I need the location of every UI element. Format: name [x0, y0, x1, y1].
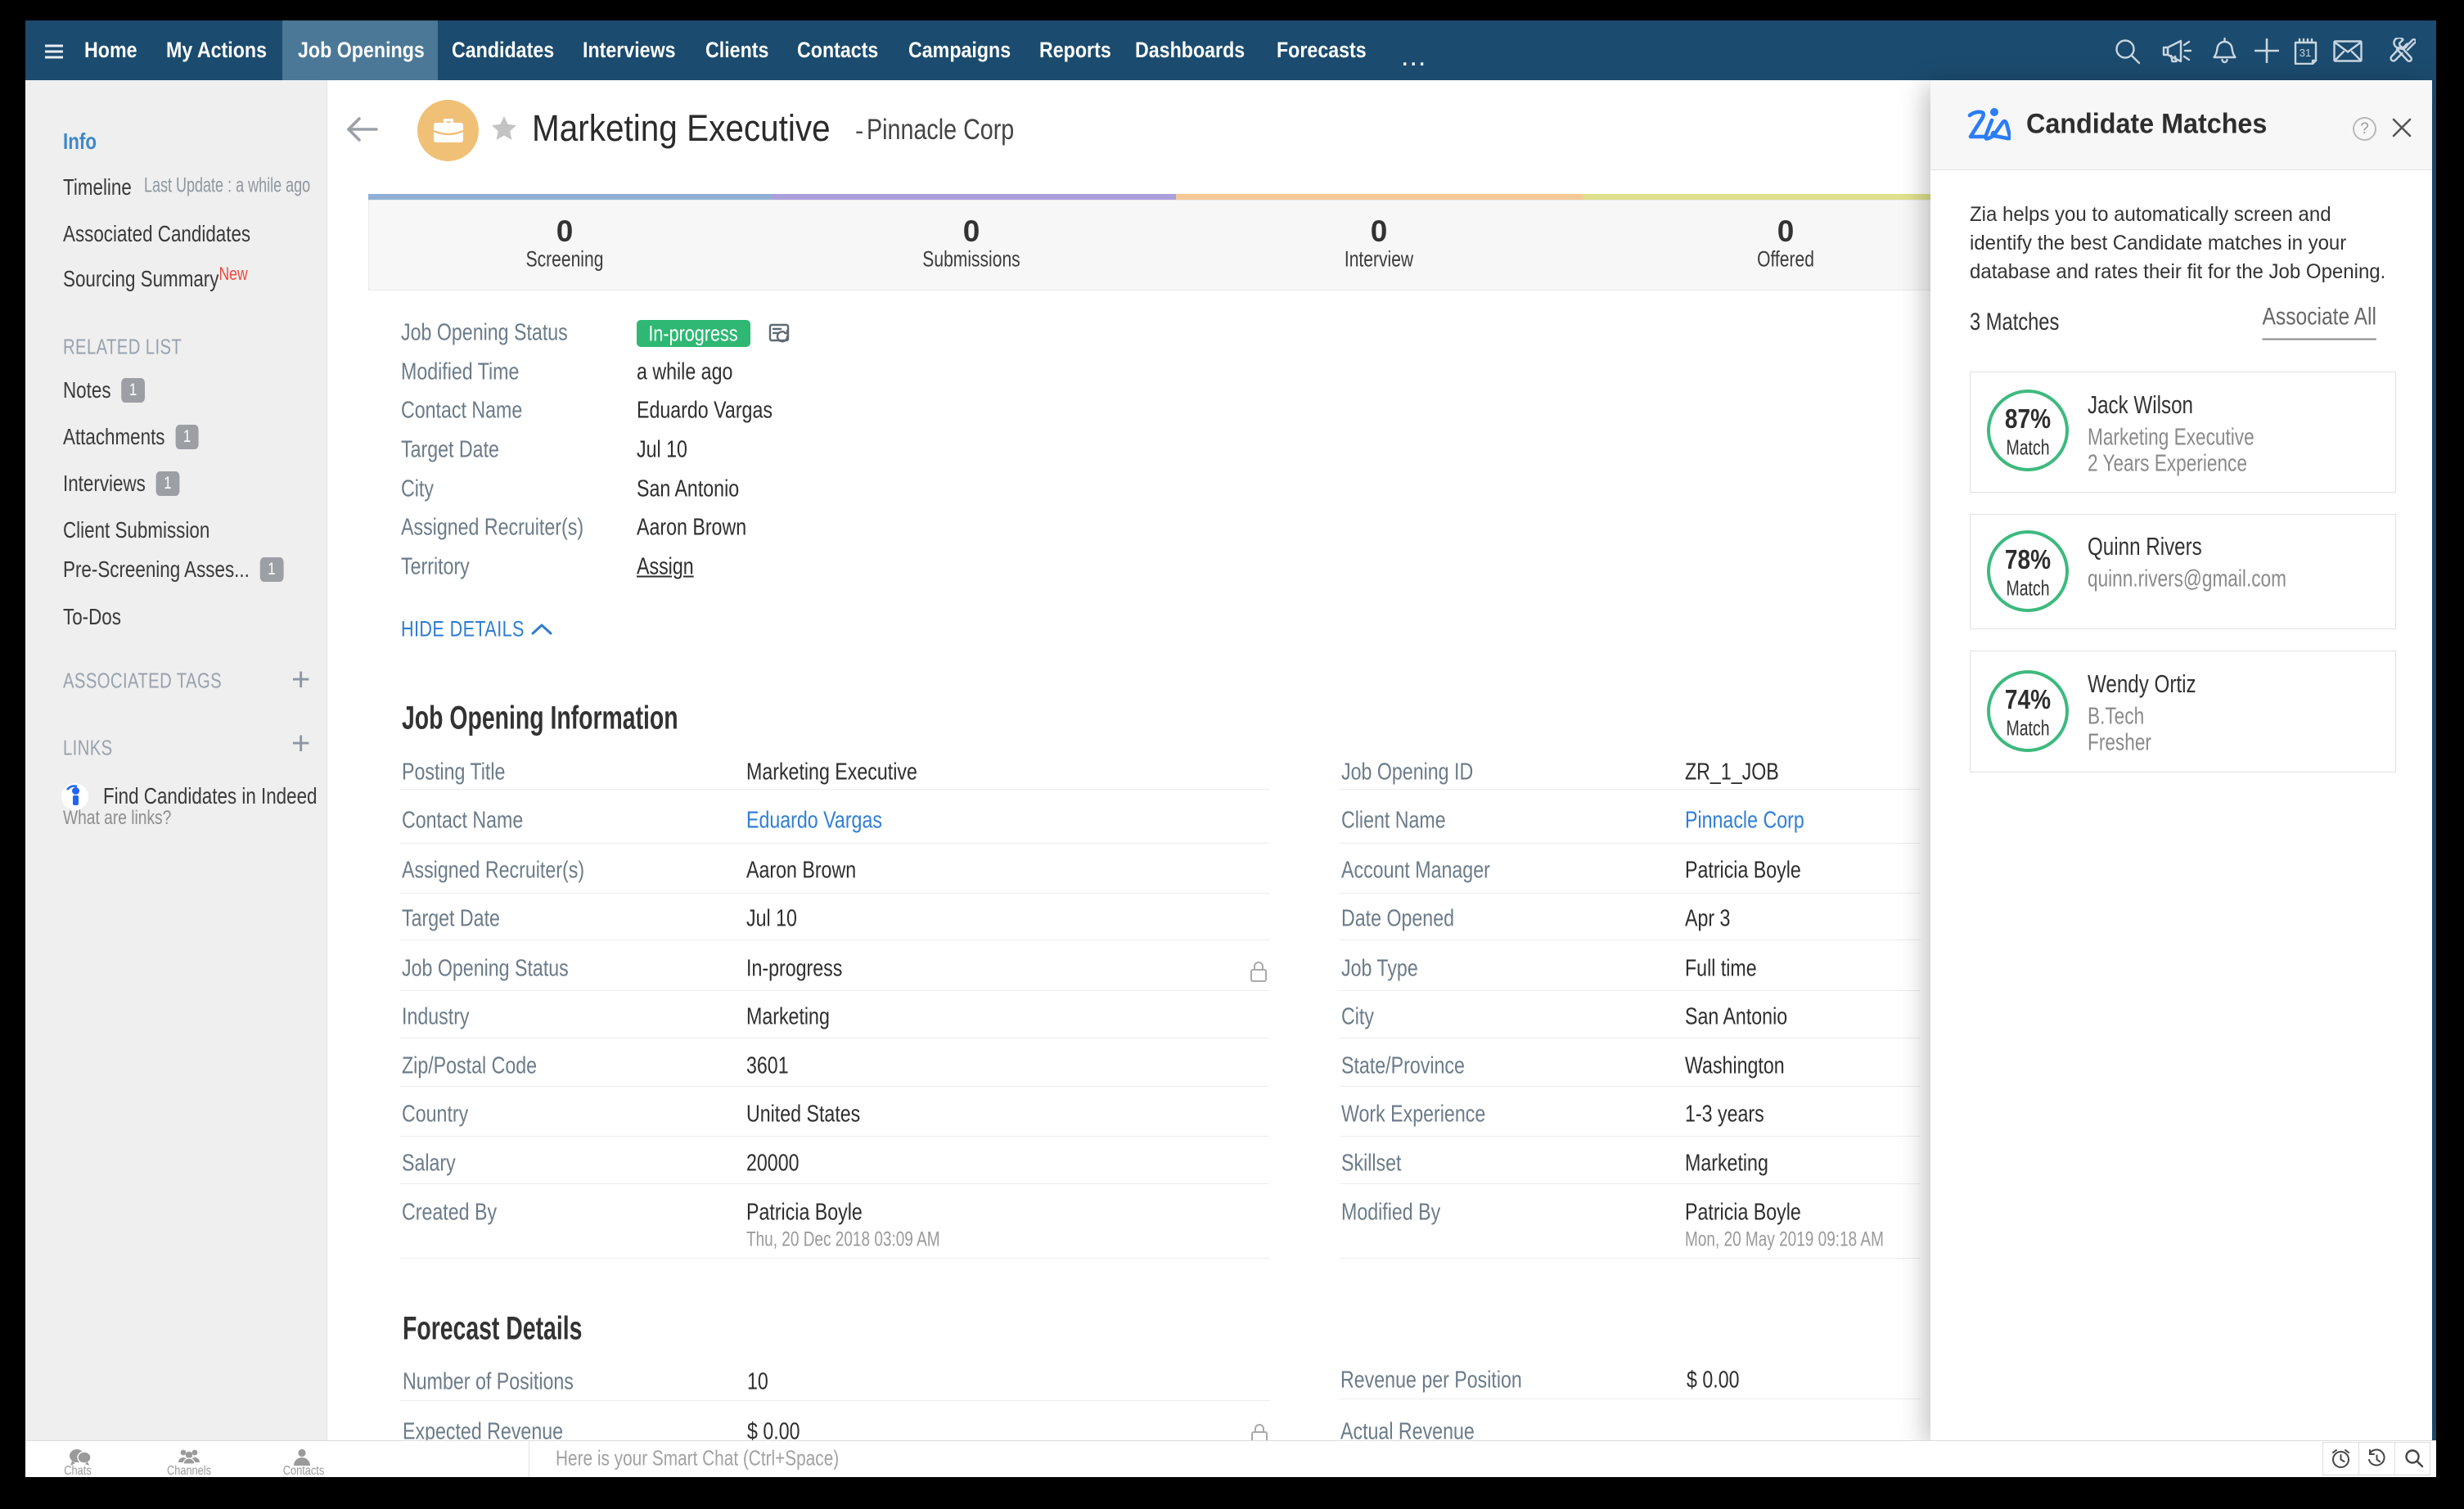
svg-text:31: 31: [2300, 47, 2311, 59]
